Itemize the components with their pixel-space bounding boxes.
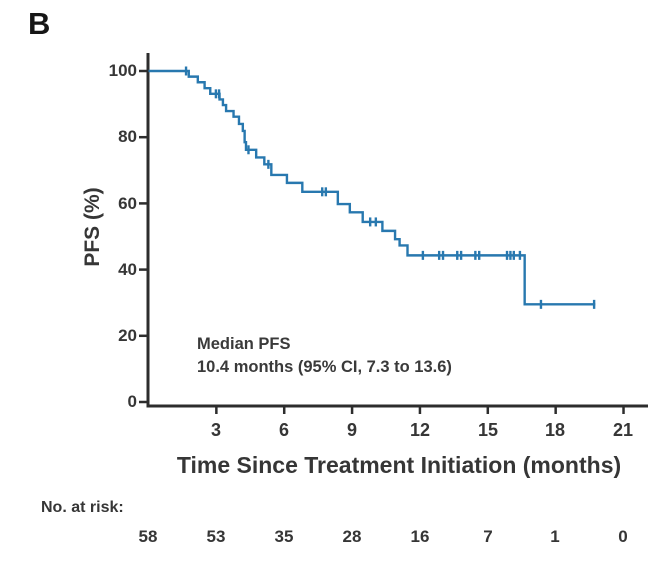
at-risk-value-0: 58 [138, 527, 158, 546]
panel-label: B [28, 6, 51, 41]
y-tick-100: 100 [108, 61, 137, 80]
x-tick-18: 18 [544, 420, 566, 440]
x-tick-12: 12 [409, 420, 431, 440]
at-risk-value-3: 53 [206, 527, 226, 546]
pfs-survival-curve [148, 69, 596, 306]
median-pfs-annotation-line1: Median PFS [197, 335, 291, 353]
y-tick-0: 0 [127, 392, 137, 411]
y-tick-60: 60 [118, 194, 137, 213]
x-tick-3: 3 [210, 420, 221, 440]
at-risk-value-21: 0 [618, 527, 628, 546]
number-at-risk-label: No. at risk: [41, 499, 124, 516]
y-tick-20: 20 [118, 326, 137, 345]
y-tick-80: 80 [118, 127, 137, 146]
x-axis-title: Time Since Treatment Initiation (months) [176, 452, 622, 478]
at-risk-value-6: 35 [274, 527, 294, 546]
x-tick-6: 6 [278, 420, 289, 440]
at-risk-value-12: 16 [410, 527, 430, 546]
x-tick-15: 15 [477, 420, 499, 440]
median-pfs-annotation: Median PFS 10.4 months (95% CI, 7.3 to 1… [197, 333, 452, 379]
at-risk-value-18: 1 [550, 527, 560, 546]
y-tick-40: 40 [118, 260, 137, 279]
x-tick-21: 21 [612, 420, 634, 440]
at-risk-value-9: 28 [342, 527, 362, 546]
x-tick-9: 9 [346, 420, 357, 440]
median-pfs-annotation-line2: 10.4 months (95% CI, 7.3 to 13.6) [197, 358, 452, 376]
at-risk-value-15: 7 [483, 527, 493, 546]
